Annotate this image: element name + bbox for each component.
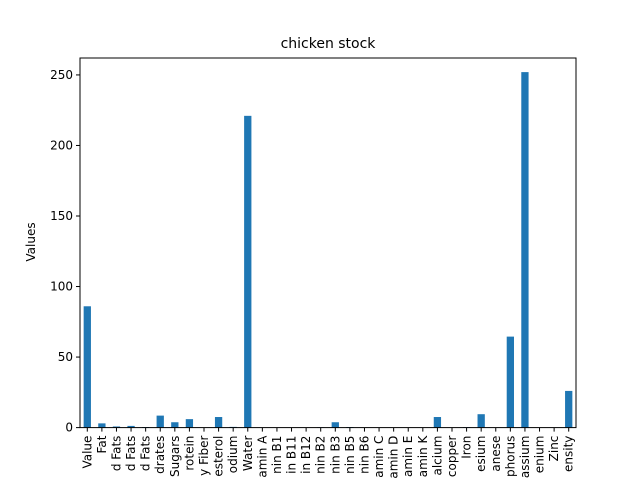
x-tick-label-2: d Fats xyxy=(109,436,123,472)
x-tick-label-32: Zinc xyxy=(547,436,561,462)
x-ticks-group: Value Fat d Fats d Fats d Fats drates Sugars ro… xyxy=(80,427,576,479)
bar-2 xyxy=(112,426,121,428)
y-tick-label-4: 200 xyxy=(50,138,73,152)
x-tick-label-10: odium xyxy=(226,436,240,474)
x-tick-label-4: d Fats xyxy=(139,436,153,472)
x-tick-label-18: nin B5 xyxy=(343,436,357,474)
chart-title: chicken stock xyxy=(281,36,377,52)
x-tick-label-0: Value xyxy=(80,436,94,469)
bar-7 xyxy=(185,419,194,428)
x-tick-label-22: amin E xyxy=(401,436,415,477)
y-tick-label-0: 0 xyxy=(65,421,73,435)
x-tick-label-5: drates xyxy=(153,436,167,474)
x-tick-label-8: y Fiber xyxy=(197,436,211,476)
x-tick-label-11: Water xyxy=(241,436,255,472)
x-tick-label-23: amin K xyxy=(416,434,430,477)
bar-17 xyxy=(331,422,339,428)
x-tick-label-26: Iron xyxy=(460,436,474,459)
bar-6 xyxy=(171,422,179,428)
bar-1 xyxy=(98,423,106,428)
bar-24 xyxy=(433,417,442,428)
x-tick-label-9: esterol xyxy=(212,436,226,477)
x-tick-label-31: enium xyxy=(533,436,547,474)
x-tick-label-1: Fat xyxy=(95,435,109,453)
y-tick-label-2: 100 xyxy=(50,280,73,294)
bar-11 xyxy=(244,115,252,428)
bar-30 xyxy=(521,72,529,428)
x-tick-label-29: phorus xyxy=(503,436,517,477)
bar-0 xyxy=(83,306,91,428)
bar-5 xyxy=(156,415,164,428)
x-tick-label-12: amin A xyxy=(255,435,269,478)
x-tick-label-21: amin D xyxy=(387,436,401,479)
bars-group xyxy=(83,72,573,428)
x-tick-label-13: nin B1 xyxy=(270,436,284,474)
bar-9 xyxy=(214,417,223,428)
plot-frame xyxy=(79,57,577,429)
x-tick-label-25: copper xyxy=(445,436,459,478)
y-ticks-group: 0 50 100 150 200 250 xyxy=(50,68,80,435)
x-tick-label-20: amin C xyxy=(372,436,386,478)
x-tick-label-16: nin B2 xyxy=(314,436,328,474)
y-tick-label-1: 50 xyxy=(58,350,73,364)
x-tick-label-27: esium xyxy=(474,436,488,472)
x-tick-label-19: nin B6 xyxy=(357,436,371,474)
bar-27 xyxy=(477,414,485,428)
x-tick-label-15: in B12 xyxy=(299,436,313,474)
x-tick-label-14: in B11 xyxy=(285,436,299,474)
x-tick-label-3: d Fats xyxy=(124,436,138,472)
bar-3 xyxy=(127,425,135,428)
x-tick-label-17: nin B3 xyxy=(328,436,342,474)
x-tick-label-6: Sugars xyxy=(168,436,182,477)
bar-29 xyxy=(506,336,514,428)
x-tick-label-7: rotein xyxy=(182,436,196,471)
y-tick-label-5: 250 xyxy=(50,68,73,82)
x-tick-label-33: ensity xyxy=(562,436,576,472)
x-tick-label-24: alcium xyxy=(430,436,444,476)
x-tick-label-30: assium xyxy=(518,436,532,479)
y-tick-label-3: 150 xyxy=(50,209,73,223)
y-axis-label: Values xyxy=(24,222,38,261)
x-tick-label-28: anese xyxy=(489,436,503,472)
bar-33 xyxy=(565,390,573,428)
